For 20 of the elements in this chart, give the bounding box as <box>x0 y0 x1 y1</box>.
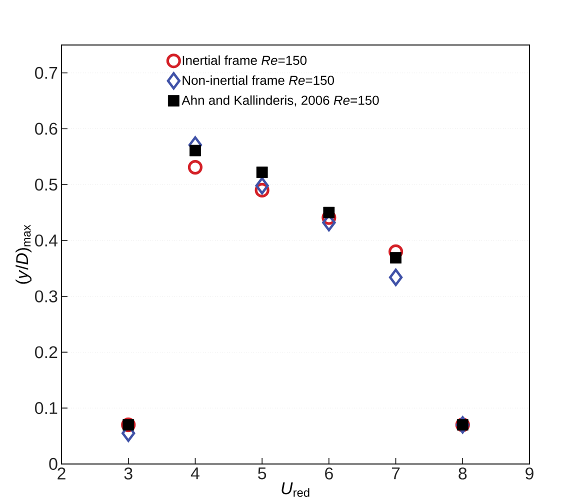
y-tick-label: 0.1 <box>35 402 58 414</box>
legend-label: Non-inertial frame Re=150 <box>182 75 334 85</box>
y-tick-label: 0.4 <box>35 234 58 246</box>
legend-label: Ahn and Kallinderis, 2006 Re=150 <box>182 95 379 106</box>
y-tick-label: 0.7 <box>35 66 58 79</box>
y-tick-label: 0.6 <box>35 122 58 135</box>
x-tick-label: 2 <box>58 467 66 480</box>
y-tick-label: 0 <box>49 458 58 470</box>
legend-label: Inertial frame Re=150 <box>182 55 307 65</box>
y-tick-label: 0.5 <box>35 178 58 191</box>
x-tick-label: 9 <box>526 467 534 480</box>
x-tick-label: 3 <box>124 467 132 480</box>
x-tick-label: 7 <box>392 467 400 480</box>
x-tick-label: 4 <box>190 467 200 480</box>
x-axis-title: U$_{red}$ <box>282 482 310 497</box>
y-tick-label: 0.2 <box>35 346 58 358</box>
x-tick-label: 6 <box>325 467 333 480</box>
x-tick-label: 8 <box>458 467 467 480</box>
y-tick-label: 0.3 <box>35 290 58 302</box>
x-tick-label: 5 <box>258 467 266 480</box>
